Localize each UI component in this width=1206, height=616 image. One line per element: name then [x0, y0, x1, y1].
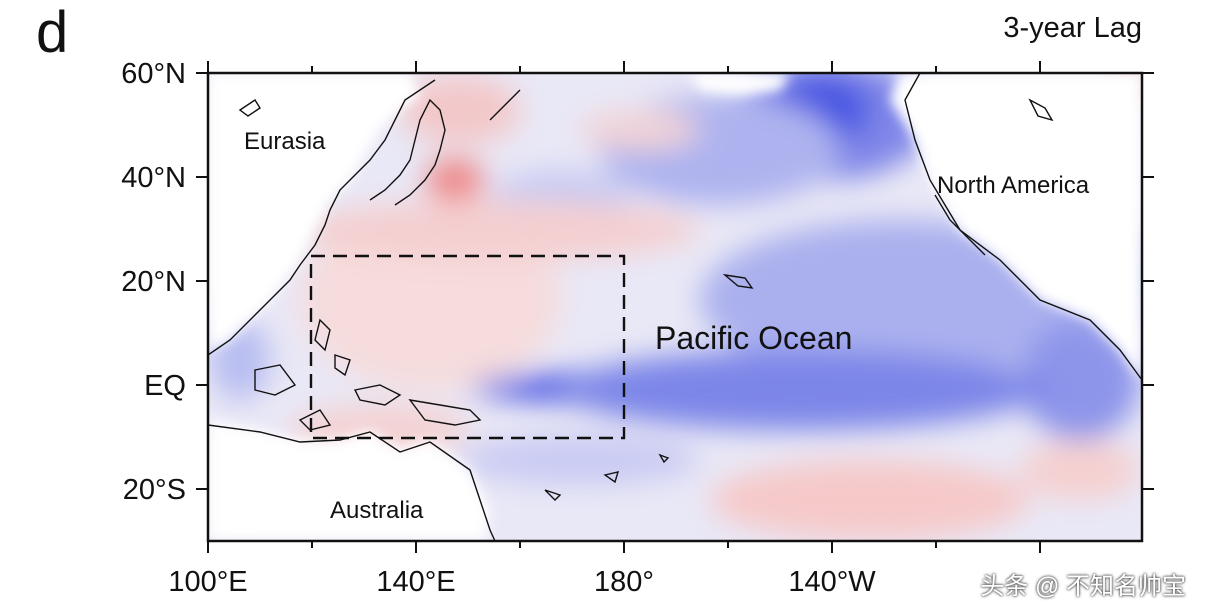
label-north-america: North America — [937, 172, 1090, 199]
y-tick-label: 60°N — [121, 58, 186, 90]
label-pacific-ocean: Pacific Ocean — [655, 320, 853, 356]
x-tick-label: 180° — [594, 566, 654, 598]
panel-letter: d — [36, 0, 69, 65]
y-ticks — [196, 72, 1154, 490]
x-tick-label: 140°E — [376, 566, 456, 598]
y-tick-label: 20°S — [122, 474, 186, 506]
label-eurasia: Eurasia — [244, 128, 326, 155]
y-tick-label: 20°N — [121, 266, 186, 298]
y-tick-label: EQ — [144, 370, 186, 402]
y-tick-label: 40°N — [121, 162, 186, 194]
land-masses — [208, 73, 1142, 541]
map-frame — [206, 71, 1144, 543]
sst-field — [208, 73, 1142, 541]
x-tick-label: 140°W — [788, 566, 876, 598]
x-tick-label: 100°E — [168, 566, 248, 598]
label-australia: Australia — [330, 497, 424, 524]
highlight-box — [309, 254, 626, 440]
lag-title: 3-year Lag — [1003, 12, 1142, 44]
x-ticks — [207, 61, 1041, 553]
watermark: 头条 @ 不知名帅宝 — [980, 573, 1186, 600]
coastlines — [208, 73, 1142, 541]
